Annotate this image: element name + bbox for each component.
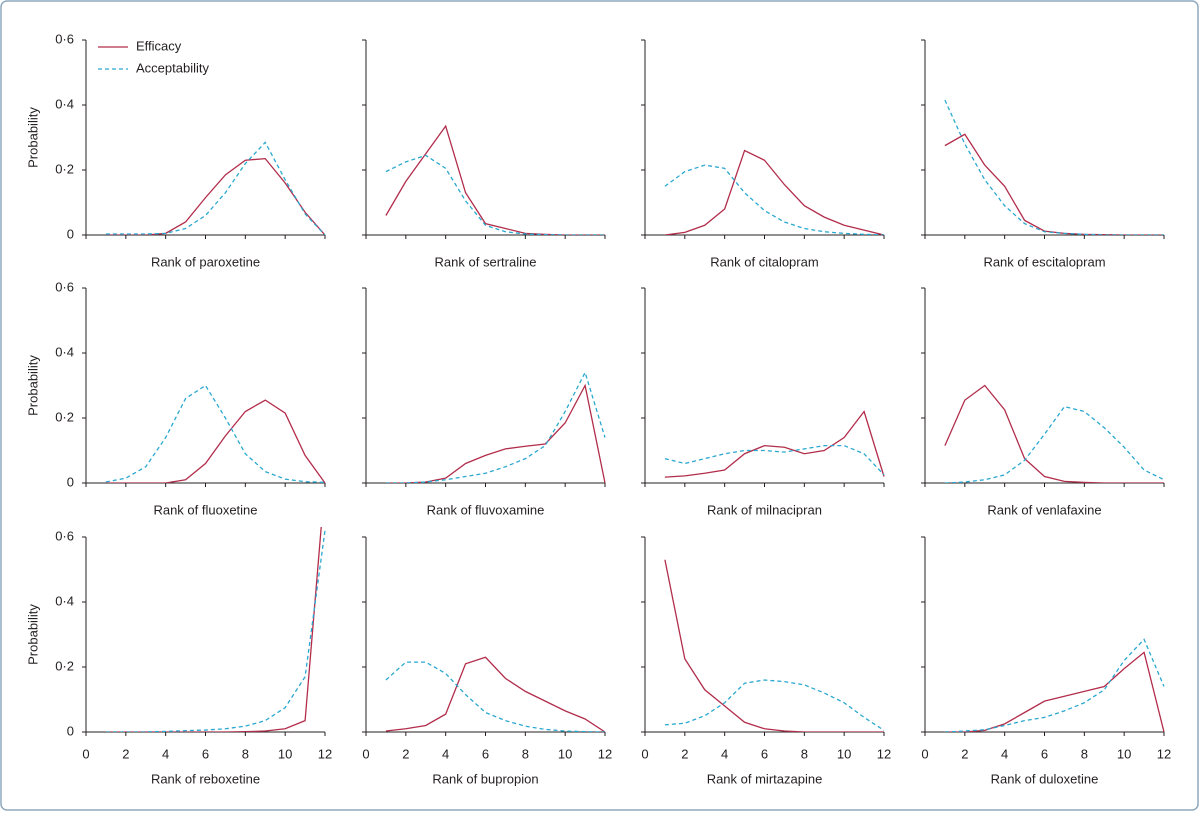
x-tick-label: 8 xyxy=(242,746,249,761)
x-tick-label: 0 xyxy=(641,746,648,761)
x-axis-label: Rank of mirtazapine xyxy=(707,771,823,786)
x-axis-label: Rank of venlafaxine xyxy=(987,502,1101,517)
y-axis-label: Probability xyxy=(25,604,40,665)
x-tick-label: 12 xyxy=(318,746,332,761)
y-tick-label: 0·4 xyxy=(55,593,74,608)
x-axis-label: Rank of escitalopram xyxy=(983,254,1105,269)
series-line xyxy=(385,124,605,235)
plot-area xyxy=(944,638,1165,732)
series-line xyxy=(944,99,1164,235)
series-line xyxy=(385,656,606,732)
legend-label: Acceptability xyxy=(136,60,209,75)
x-tick-label: 6 xyxy=(482,746,489,761)
x-tick-label: 2 xyxy=(122,746,129,761)
x-tick-label: 0 xyxy=(82,746,89,761)
series-line xyxy=(944,384,1164,483)
x-tick-label: 8 xyxy=(801,746,808,761)
plot-area xyxy=(664,149,885,235)
x-tick-label: 2 xyxy=(402,746,409,761)
y-tick-label: 0 xyxy=(67,474,74,489)
y-tick-label: 0·2 xyxy=(55,409,74,424)
x-axis-label: Rank of bupropion xyxy=(432,771,538,786)
series-line xyxy=(664,149,885,235)
series-line xyxy=(385,661,606,732)
y-tick-label: 0 xyxy=(67,226,74,241)
plot-area xyxy=(105,527,326,732)
x-tick-label: 4 xyxy=(162,746,169,761)
series-line xyxy=(105,384,326,483)
series-line xyxy=(664,679,885,731)
series-line xyxy=(105,530,326,732)
y-tick-label: 0 xyxy=(67,723,74,738)
x-axis-label: Rank of paroxetine xyxy=(151,254,260,269)
legend-label: Efficacy xyxy=(136,38,182,53)
x-tick-label: 12 xyxy=(877,746,891,761)
y-axis-label: Probability xyxy=(25,107,40,168)
series-line xyxy=(385,154,605,235)
series-line xyxy=(385,370,606,483)
plot-area xyxy=(385,656,606,732)
y-tick-label: 0·6 xyxy=(55,31,74,46)
x-tick-label: 8 xyxy=(1081,746,1088,761)
series-line xyxy=(664,559,884,732)
plot-area xyxy=(105,141,326,235)
x-axis-label: Rank of fluvoxamine xyxy=(427,502,545,517)
x-axis-label: Rank of citalopram xyxy=(710,254,818,269)
series-line xyxy=(105,157,326,235)
x-tick-label: 6 xyxy=(761,746,768,761)
plot-area xyxy=(664,410,885,478)
plot-area xyxy=(105,384,326,483)
x-axis-label: Rank of milnacipran xyxy=(707,502,822,517)
series-line xyxy=(944,405,1165,483)
series-line xyxy=(944,638,1165,732)
x-tick-label: 12 xyxy=(1157,746,1171,761)
series-line xyxy=(105,527,322,732)
series-line xyxy=(944,651,1165,732)
x-tick-label: 10 xyxy=(1117,746,1131,761)
series-line xyxy=(385,383,606,483)
y-axis-label: Probability xyxy=(25,355,40,416)
x-tick-label: 10 xyxy=(558,746,572,761)
x-tick-label: 10 xyxy=(278,746,292,761)
y-tick-label: 0·2 xyxy=(55,658,74,673)
x-tick-label: 4 xyxy=(721,746,728,761)
series-line xyxy=(664,164,885,235)
x-tick-label: 10 xyxy=(837,746,851,761)
x-axis-label: Rank of duloxetine xyxy=(991,771,1099,786)
x-tick-label: 0 xyxy=(921,746,928,761)
x-tick-label: 12 xyxy=(598,746,612,761)
x-tick-label: 4 xyxy=(442,746,449,761)
series-line xyxy=(944,133,1164,235)
plot-area xyxy=(385,124,605,235)
x-tick-label: 4 xyxy=(1001,746,1008,761)
x-axis-label: Rank of fluoxetine xyxy=(153,502,257,517)
x-tick-label: 6 xyxy=(1041,746,1048,761)
y-tick-label: 0·6 xyxy=(55,528,74,543)
x-tick-label: 0 xyxy=(362,746,369,761)
series-line xyxy=(664,444,885,476)
y-tick-label: 0·4 xyxy=(55,344,74,359)
y-tick-label: 0·6 xyxy=(55,279,74,294)
plot-area xyxy=(385,370,606,483)
x-tick-label: 2 xyxy=(681,746,688,761)
plot-area xyxy=(944,384,1165,483)
series-line xyxy=(105,399,326,483)
x-axis-label: Rank of reboxetine xyxy=(151,771,260,786)
y-tick-label: 0·4 xyxy=(55,96,74,111)
x-tick-label: 6 xyxy=(202,746,209,761)
x-tick-label: 2 xyxy=(961,746,968,761)
series-line xyxy=(105,141,326,235)
plot-area xyxy=(664,559,885,732)
series-line xyxy=(664,410,885,478)
plot-area xyxy=(944,99,1164,235)
y-tick-label: 0·2 xyxy=(55,161,74,176)
x-axis-label: Rank of sertraline xyxy=(435,254,537,269)
x-tick-label: 8 xyxy=(522,746,529,761)
